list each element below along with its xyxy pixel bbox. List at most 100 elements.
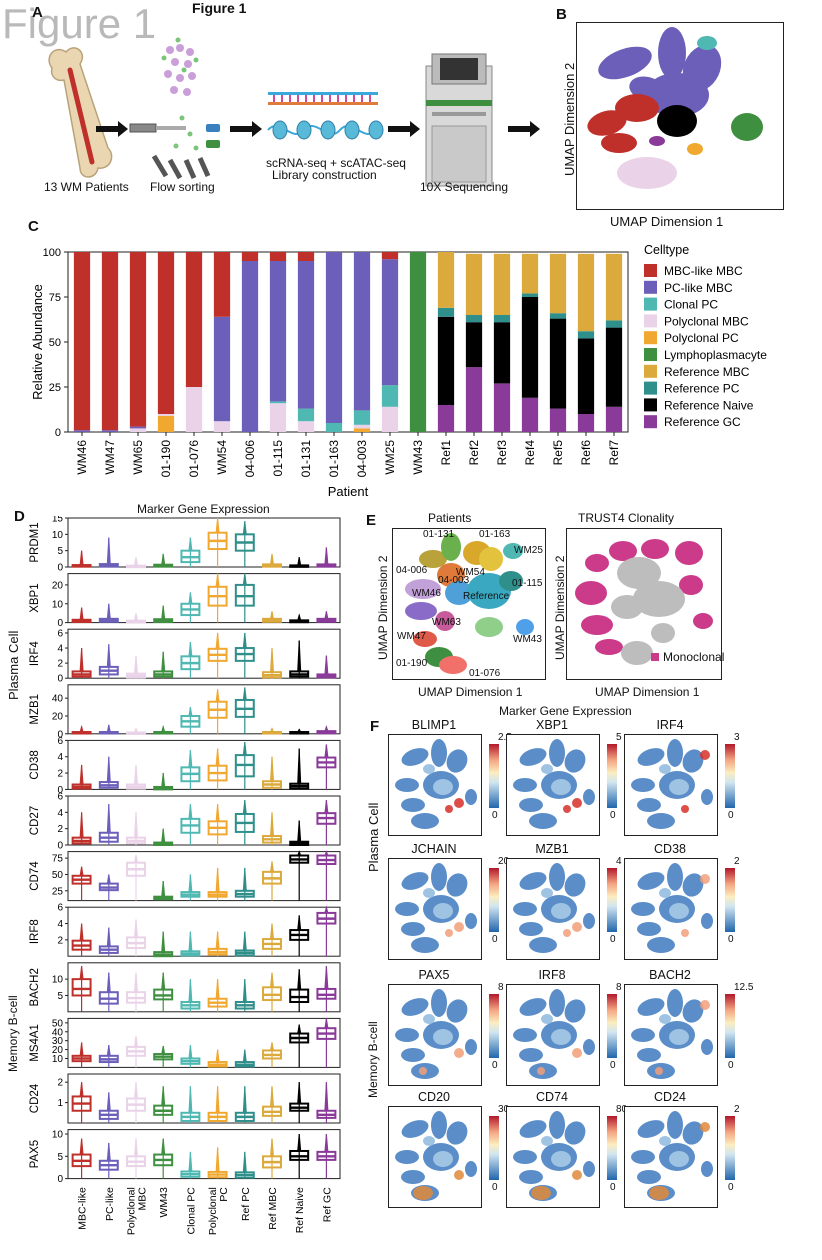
cluster-label: WM54 bbox=[456, 567, 485, 578]
bar-segment bbox=[185, 387, 203, 432]
bar-segment bbox=[577, 331, 595, 339]
bar-segment bbox=[353, 424, 371, 429]
scale-min-label: 0 bbox=[728, 1182, 734, 1193]
feature-plot-tile: IRF4 3 0 bbox=[624, 718, 740, 838]
x-tick-label: Polyclonal bbox=[207, 1187, 219, 1235]
panel-e-left-ylabel: UMAP Dimension 2 bbox=[376, 555, 390, 660]
scale-min-label: 0 bbox=[728, 810, 734, 821]
feature-umap bbox=[506, 734, 600, 836]
y-tick-label: 50 bbox=[49, 337, 61, 349]
color-scale-bar bbox=[489, 744, 499, 808]
panel-f-memory-group-label: Memory B-cell bbox=[366, 1021, 380, 1098]
step-library-label: Library construction bbox=[272, 168, 377, 182]
bar-segment bbox=[297, 408, 315, 422]
legend-label: MBC-like MBC bbox=[664, 264, 743, 278]
x-tick-label: Ref2 bbox=[467, 440, 481, 466]
box-plot-row: 0 5 10 PAX5 bbox=[29, 1129, 341, 1185]
bar-segment bbox=[129, 252, 147, 427]
y-tick-label: 0 bbox=[57, 785, 63, 796]
color-scale-bar bbox=[489, 994, 499, 1058]
box-plot-row: 0 5 10 15 PRDM1 bbox=[29, 516, 341, 574]
legend-swatch bbox=[644, 264, 657, 277]
panel-e-right-ylabel: UMAP Dimension 2 bbox=[553, 555, 567, 660]
legend-label: Reference MBC bbox=[664, 365, 750, 379]
x-axis-label: Patient bbox=[328, 484, 369, 499]
panel-f-title: Marker Gene Expression bbox=[499, 704, 632, 718]
y-tick-label: 75 bbox=[52, 854, 64, 865]
bar-segment bbox=[157, 414, 175, 416]
plot-frame bbox=[67, 251, 629, 433]
legend-title: Celltype bbox=[644, 243, 689, 257]
color-scale-bar bbox=[607, 744, 617, 808]
legend-label: PC-like MBC bbox=[664, 281, 733, 295]
x-tick-label: MBC bbox=[137, 1187, 149, 1211]
y-tick-label: 40 bbox=[52, 694, 64, 705]
y-tick-label: 10 bbox=[52, 599, 64, 610]
panel-b-umap-frame bbox=[576, 22, 784, 210]
bar-segment bbox=[549, 253, 567, 314]
bar-segment bbox=[605, 253, 623, 321]
y-tick-label: 20 bbox=[52, 711, 64, 722]
panel-e-right-title: TRUST4 Clonality bbox=[578, 511, 675, 525]
cluster-clonal-pc bbox=[697, 36, 717, 50]
feature-umap bbox=[388, 984, 482, 1086]
bar-segment bbox=[129, 428, 147, 432]
bar-segment bbox=[549, 313, 567, 319]
bar-segment bbox=[521, 297, 539, 398]
bar-segment bbox=[213, 421, 231, 432]
panel-d-plasma-group-label: Plasma Cell bbox=[6, 630, 21, 700]
panel-f-plasma-group-label: Plasma Cell bbox=[366, 802, 381, 872]
feature-plot-tile: CD38 2 0 bbox=[624, 842, 740, 962]
bar-segment bbox=[549, 318, 567, 409]
bar-segment bbox=[353, 410, 371, 425]
feature-plot-tile: BACH2 12.5 0 bbox=[624, 968, 753, 1088]
cluster-label: 01-190 bbox=[396, 658, 428, 669]
panel-b-letter: B bbox=[556, 6, 567, 23]
bar-segment bbox=[269, 401, 287, 404]
gene-title: XBP1 bbox=[536, 718, 568, 732]
y-tick-label: 50 bbox=[52, 870, 64, 881]
bar-segment bbox=[521, 293, 539, 297]
x-tick-label: WM54 bbox=[215, 440, 229, 475]
gene-title: CD74 bbox=[536, 1090, 568, 1104]
y-tick-label: 30 bbox=[52, 1036, 64, 1047]
scale-max-label: 80 bbox=[616, 1104, 628, 1115]
scale-min-label: 0 bbox=[492, 1060, 498, 1071]
legend-label: Reference PC bbox=[664, 382, 740, 396]
cluster-polyclonal-pc bbox=[687, 143, 703, 155]
y-tick-label: 75 bbox=[49, 292, 61, 304]
bar-segment bbox=[185, 252, 203, 387]
arrow-icon bbox=[96, 121, 128, 137]
bar-segment bbox=[605, 327, 623, 407]
x-tick-label: Ref MBC bbox=[267, 1187, 279, 1230]
x-tick-label: Polyclonal bbox=[126, 1187, 138, 1235]
bar-segment bbox=[297, 261, 315, 409]
box bbox=[71, 978, 92, 997]
plot-frame bbox=[67, 517, 341, 568]
bar-segment bbox=[241, 261, 259, 432]
sequencer-icon bbox=[425, 53, 493, 187]
scale-max-label: 2.5 bbox=[498, 732, 512, 743]
feature-plot-tile: MZB1 4 0 bbox=[506, 842, 622, 962]
legend-label: Reference Naive bbox=[664, 398, 754, 412]
x-tick-label: Ref3 bbox=[495, 440, 509, 466]
gene-title: CD38 bbox=[654, 842, 686, 856]
panel-e-letter: E bbox=[366, 512, 377, 529]
bar-segment bbox=[437, 316, 455, 405]
x-tick-label: 01-163 bbox=[327, 440, 341, 478]
scale-min-label: 0 bbox=[492, 810, 498, 821]
legend-swatch bbox=[644, 314, 657, 328]
scale-min-label: 0 bbox=[492, 934, 498, 945]
watermark-text: Figure 1 bbox=[2, 0, 157, 47]
bar-segment bbox=[493, 383, 511, 432]
x-tick-label: Ref4 bbox=[523, 440, 537, 466]
scale-min-label: 0 bbox=[610, 1060, 616, 1071]
cluster-label: WM63 bbox=[432, 617, 461, 628]
legend-swatch bbox=[644, 364, 657, 378]
y-tick-label: 6 bbox=[57, 628, 63, 639]
panel-f-letter: F bbox=[370, 718, 380, 735]
feature-plot-tile: CD74 80 0 bbox=[506, 1090, 627, 1210]
panel-e-clonality-umap bbox=[566, 528, 722, 680]
plot-frame bbox=[67, 906, 341, 957]
